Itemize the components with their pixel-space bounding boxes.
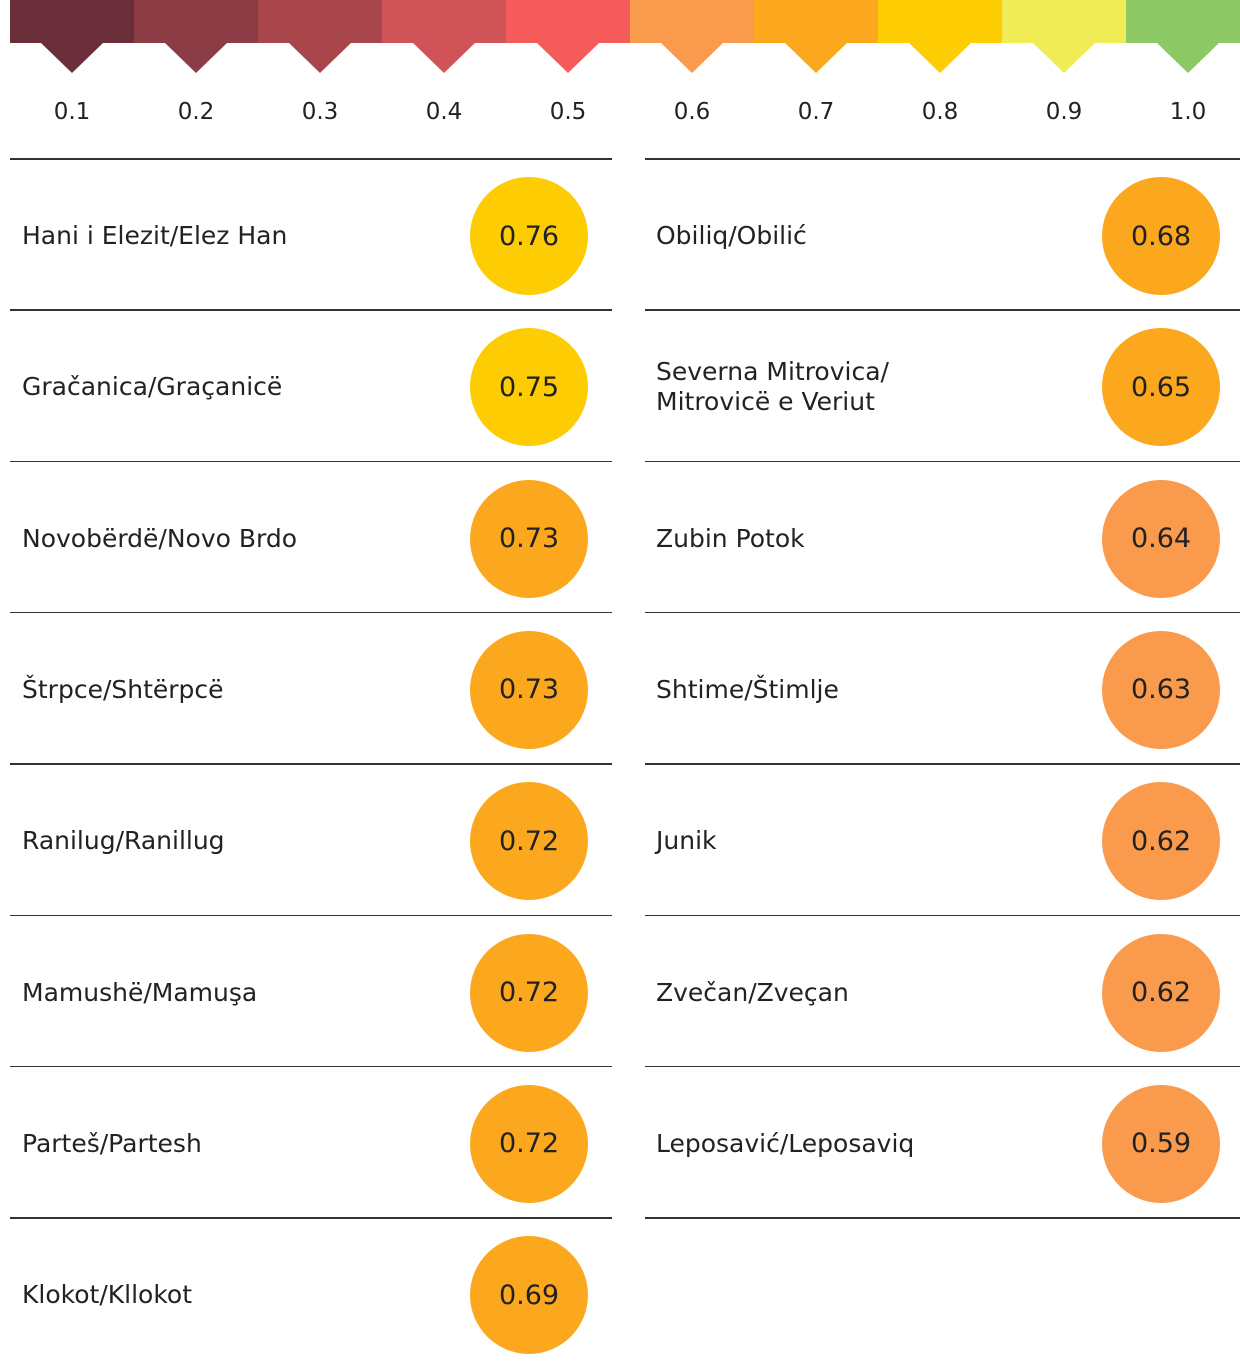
scale-segment (10, 0, 134, 43)
score-circle: 0.72 (470, 1084, 588, 1203)
score-circle: 0.65 (1102, 328, 1220, 447)
municipality-name: Severna Mitrovica/ Mitrovicë e Veriut (656, 357, 889, 417)
municipality-name: Obiliq/Obilić (656, 221, 807, 250)
scale-segment (506, 0, 630, 43)
municipality-name: Klokot/Kllokot (22, 1280, 193, 1310)
row-divider (645, 1065, 1240, 1068)
row-divider (645, 460, 1240, 463)
scale-pointer (413, 43, 475, 73)
score-circle: 0.68 (1102, 177, 1220, 295)
scale-label: 1.0 (1169, 99, 1207, 125)
scale-pointer (661, 43, 723, 73)
municipality-name: Zvečan/Zveçan (656, 977, 849, 1007)
row-divider (10, 1065, 612, 1068)
score-circle: 0.69 (470, 1236, 588, 1355)
municipality-name: Junik (656, 826, 717, 856)
score-circle: 0.72 (470, 933, 588, 1052)
scale-label: 0.5 (549, 99, 587, 125)
score-circle: 0.62 (1102, 782, 1220, 901)
scale-label: 0.2 (177, 99, 215, 125)
scale-segment (1126, 0, 1240, 43)
score-circle: 0.62 (1102, 933, 1220, 1052)
scale-segment (382, 0, 506, 43)
row-divider (10, 611, 612, 614)
municipality-name: Shtime/Štimlje (656, 674, 839, 704)
score-circle: 0.73 (470, 479, 588, 598)
scale-label: 0.3 (301, 99, 339, 125)
scale-pointer (1033, 43, 1095, 73)
row-divider (10, 763, 612, 765)
scale-pointer (537, 43, 599, 73)
scale-segment (630, 0, 754, 43)
municipality-name: Novobërdë/Novo Brdo (22, 523, 298, 553)
scale-pointer (165, 43, 227, 73)
row-divider (10, 158, 612, 160)
row-divider (645, 611, 1240, 614)
municipality-name: Hani i Elezit/Elez Han (22, 221, 288, 250)
scale-label: 0.6 (673, 99, 711, 125)
row-divider (10, 460, 612, 463)
scale-segment (878, 0, 1002, 43)
municipality-name: Ranilug/Ranillug (22, 826, 225, 856)
scale-pointer (289, 43, 351, 73)
score-circle: 0.73 (470, 630, 588, 749)
municipality-name: Parteš/Partesh (22, 1128, 202, 1158)
scale-segment (134, 0, 258, 43)
scale-label: 0.8 (921, 99, 959, 125)
row-divider (10, 309, 612, 311)
scale-label: 0.9 (1045, 99, 1083, 125)
municipality-name: Leposavić/Leposaviq (656, 1128, 915, 1158)
municipality-name: Zubin Potok (656, 523, 805, 553)
row-divider (645, 309, 1240, 311)
row-divider (10, 914, 612, 916)
scale-segment (754, 0, 878, 43)
scale-label: 0.4 (425, 99, 463, 125)
score-circle: 0.75 (470, 328, 588, 447)
row-divider (645, 1217, 1240, 1219)
row-divider (645, 914, 1240, 916)
municipality-name: Štrpce/Shtërpcë (22, 674, 224, 704)
scale-segment (258, 0, 382, 43)
scale-pointer (41, 43, 103, 73)
scale-label: 0.1 (53, 99, 91, 125)
score-circle: 0.59 (1102, 1084, 1220, 1203)
score-circle: 0.72 (470, 782, 588, 901)
municipality-name: Mamushë/Mamuşa (22, 977, 258, 1007)
row-divider (645, 763, 1240, 765)
score-circle: 0.64 (1102, 479, 1220, 598)
row-divider (645, 158, 1240, 160)
row-divider (10, 1217, 612, 1219)
scale-pointer (909, 43, 971, 73)
scale-label: 0.7 (797, 99, 835, 125)
score-circle: 0.63 (1102, 630, 1220, 749)
scale-segment (1002, 0, 1126, 43)
score-circle: 0.76 (470, 177, 588, 295)
scale-pointer (785, 43, 847, 73)
scale-pointer (1157, 43, 1219, 73)
municipality-name: Gračanica/Graçanicë (22, 372, 283, 402)
